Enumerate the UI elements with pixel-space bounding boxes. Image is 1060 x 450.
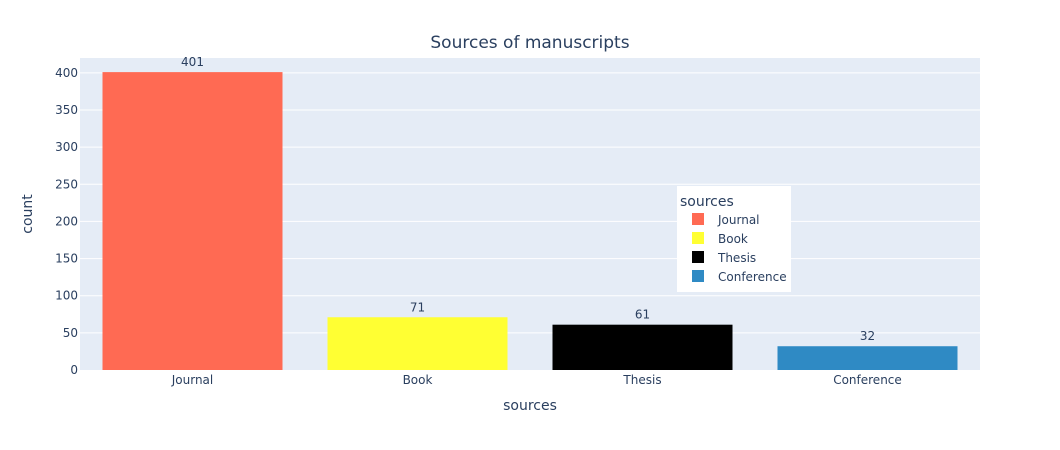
- data-label-conference: 32: [860, 329, 875, 343]
- x-tick-label-journal: Journal: [171, 373, 214, 387]
- legend-swatch-thesis: [692, 251, 704, 263]
- legend-label-thesis: Thesis: [717, 251, 756, 265]
- legend-label-book: Book: [718, 232, 748, 246]
- bar-book: [327, 317, 508, 370]
- y-tick-label: 350: [55, 103, 78, 117]
- data-label-journal: 401: [181, 55, 204, 69]
- legend-title: sources: [680, 194, 734, 210]
- y-tick-label: 50: [63, 326, 78, 340]
- legend-swatch-book: [692, 232, 704, 244]
- data-label-book: 71: [410, 300, 425, 314]
- bar-thesis: [552, 324, 733, 370]
- y-tick-label: 150: [55, 252, 78, 266]
- y-tick-labels: 0 50 100 150 200 250 300 350 400: [55, 66, 78, 377]
- bar-journal: [102, 72, 283, 370]
- x-tick-labels: Journal Book Thesis Conference: [171, 373, 902, 387]
- y-axis-label: count: [20, 194, 36, 234]
- x-tick-label-thesis: Thesis: [622, 373, 661, 387]
- y-tick-label: 300: [55, 140, 78, 154]
- y-tick-label: 400: [55, 66, 78, 80]
- y-tick-label: 100: [55, 289, 78, 303]
- legend-label-conference: Conference: [718, 270, 787, 284]
- legend-swatch-journal: [692, 213, 704, 225]
- data-labels: 401 71 61 32: [181, 55, 875, 343]
- y-tick-label: 0: [70, 363, 78, 377]
- bars: [102, 72, 958, 370]
- x-tick-label-book: Book: [403, 373, 433, 387]
- y-tick-label: 200: [55, 214, 78, 228]
- y-tick-label: 250: [55, 177, 78, 191]
- x-tick-label-conference: Conference: [833, 373, 902, 387]
- legend-items: Journal Book Thesis Conference: [692, 213, 787, 284]
- legend: sources Journal Book Thesis Conference: [677, 186, 791, 292]
- x-axis-label: sources: [503, 398, 557, 414]
- data-label-thesis: 61: [635, 308, 650, 322]
- legend-swatch-conference: [692, 270, 704, 282]
- legend-label-journal: Journal: [717, 213, 760, 227]
- bar-conference: [777, 346, 958, 370]
- chart-title: Sources of manuscripts: [430, 33, 629, 53]
